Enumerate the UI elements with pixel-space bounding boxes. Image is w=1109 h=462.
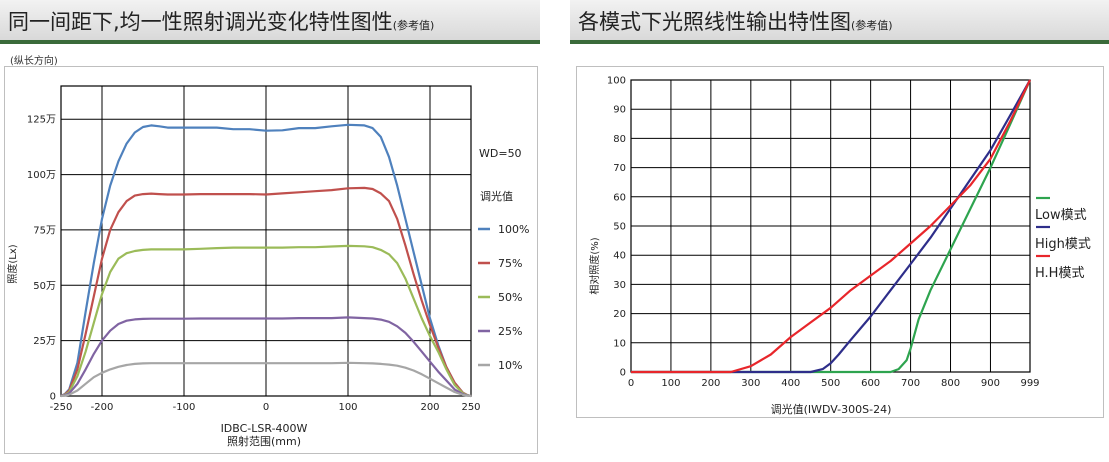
x-tick-label: 250 bbox=[461, 402, 480, 413]
right-chart-frame bbox=[576, 66, 1104, 418]
legend-label-100: 100% bbox=[498, 223, 529, 236]
left-chart-header: 同一间距下,均一性照射调光变化特性图性(参考值) bbox=[0, 0, 540, 44]
left-header-bar bbox=[0, 0, 540, 40]
x-tick-label: 800 bbox=[941, 378, 960, 389]
left-chart-title-small: (参考值) bbox=[392, 19, 435, 32]
mode-linearity-chart: 0 100 200 300 400 500 600 700 800 900 999 0 10 20 30 40… bbox=[576, 66, 1104, 418]
x-tick-label: 700 bbox=[901, 378, 920, 389]
legend-label-50: 50% bbox=[498, 291, 522, 304]
series-line-h-h bbox=[631, 79, 1031, 374]
right-chart-title-small: (参考值) bbox=[851, 19, 893, 32]
x-tick-label: 999 bbox=[1020, 378, 1039, 389]
x-tick-label: 500 bbox=[821, 378, 840, 389]
legend-label-10: 10% bbox=[498, 359, 522, 372]
series-line-50 bbox=[60, 244, 472, 398]
illuminance-distribution-chart: -250 -200 -100 0 100 200 250 0 25万 50万 75万 100万 125万… bbox=[4, 66, 538, 454]
x-tick-label: -100 bbox=[173, 402, 196, 413]
x-tick-label: 100 bbox=[338, 402, 357, 413]
y-tick-label: 25万 bbox=[33, 336, 56, 347]
x-tick-label: 0 bbox=[628, 378, 634, 389]
series-line-25 bbox=[60, 316, 472, 398]
right-chart-title-text: 各模式下光照线性输出特性图 bbox=[578, 10, 851, 34]
right-header-bar bbox=[570, 0, 1109, 40]
left-header-rule bbox=[0, 40, 540, 44]
y-tick-label: 60 bbox=[613, 192, 626, 203]
x-tick-label: -250 bbox=[50, 402, 73, 413]
y-tick-label: 40 bbox=[613, 251, 626, 262]
left-chart-title: 同一间距下,均一性照射调光变化特性图性(参考值) bbox=[8, 6, 434, 36]
x-tick-label: 100 bbox=[661, 378, 680, 389]
x-tick-label: 900 bbox=[981, 378, 1000, 389]
x-tick-label: -200 bbox=[91, 402, 114, 413]
series-line-high bbox=[631, 79, 1031, 374]
legend-label-h-h: H.H模式 bbox=[1035, 266, 1084, 281]
y-tick-label: 100 bbox=[607, 76, 626, 87]
x-tick-label: 600 bbox=[861, 378, 880, 389]
series-line-10 bbox=[60, 361, 472, 398]
y-tick-label: 70 bbox=[613, 163, 626, 174]
legend-label-75: 75% bbox=[498, 257, 522, 270]
left-x-axis-label-2: 照射范围(mm) bbox=[227, 434, 301, 448]
x-tick-label: 200 bbox=[701, 378, 720, 389]
y-tick-label: 20 bbox=[613, 309, 626, 320]
y-tick-label: 90 bbox=[613, 105, 626, 116]
right-x-axis-label: 调光值(IWDV-300S-24) bbox=[771, 402, 892, 416]
legend-label-high: High模式 bbox=[1035, 237, 1091, 252]
y-tick-label: 0 bbox=[620, 368, 626, 379]
x-tick-label: 0 bbox=[263, 402, 269, 413]
left-x-axis-label: IDBC-LSR-400W bbox=[221, 422, 308, 435]
y-tick-label: 30 bbox=[613, 280, 626, 291]
wd-annotation: WD=50 bbox=[479, 147, 522, 160]
right-chart-header: 各模式下光照线性输出特性图(参考值) bbox=[570, 0, 1109, 44]
y-tick-label: 80 bbox=[613, 134, 626, 145]
series-line-100 bbox=[60, 123, 472, 398]
right-chart-title: 各模式下光照线性输出特性图(参考值) bbox=[578, 6, 893, 36]
y-tick-label: 50万 bbox=[33, 281, 56, 292]
x-tick-label: 300 bbox=[741, 378, 760, 389]
legend-label-25: 25% bbox=[498, 325, 522, 338]
right-header-rule bbox=[570, 40, 1109, 44]
legend-title: 调光值 bbox=[480, 189, 513, 203]
y-tick-label: 10 bbox=[613, 338, 626, 349]
left-direction-note: (纵长方向) bbox=[10, 56, 58, 67]
x-tick-label: 400 bbox=[781, 378, 800, 389]
y-tick-label: 75万 bbox=[33, 225, 56, 236]
series-line-75 bbox=[60, 186, 472, 398]
right-y-axis-label: 相对照度(%) bbox=[588, 237, 601, 294]
y-tick-label: 125万 bbox=[27, 115, 56, 126]
series-line-low bbox=[631, 79, 1032, 374]
y-tick-label: 100万 bbox=[27, 170, 56, 181]
legend-label-low: Low模式 bbox=[1035, 208, 1087, 223]
x-tick-label: 200 bbox=[420, 402, 439, 413]
y-tick-label: 0 bbox=[50, 392, 56, 403]
left-chart-title-text: 同一间距下,均一性照射调光变化特性图性 bbox=[8, 10, 393, 34]
left-y-axis-label: 照度(Lx) bbox=[6, 244, 19, 283]
y-tick-label: 50 bbox=[613, 222, 626, 233]
